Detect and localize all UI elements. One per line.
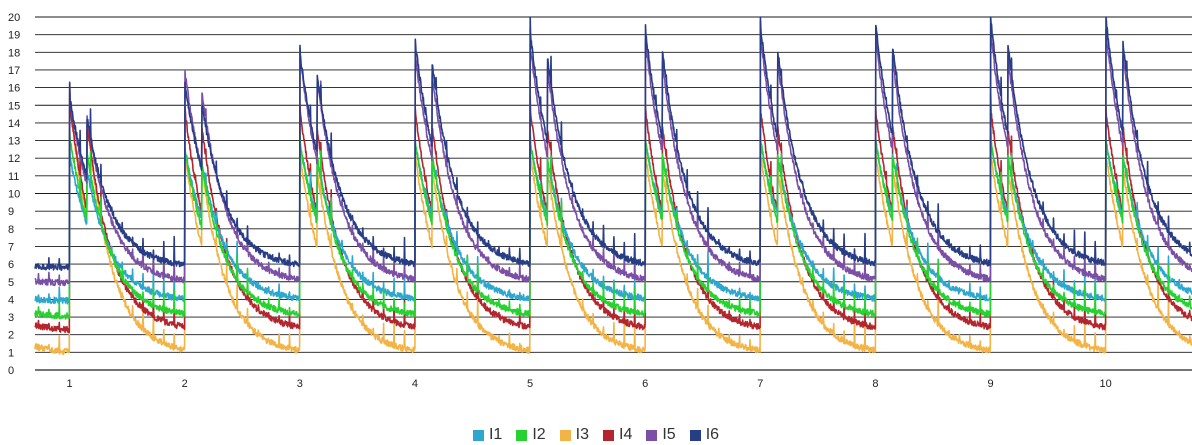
legend-swatch-i1 xyxy=(472,429,484,441)
x-tick-label: 10 xyxy=(1100,378,1112,390)
y-tick-label: 5 xyxy=(8,277,14,289)
legend-swatch-i6 xyxy=(689,429,701,441)
y-tick-label: 10 xyxy=(8,189,20,201)
y-tick-label: 13 xyxy=(8,136,20,148)
series-line-i5 xyxy=(34,16,1192,287)
legend-swatch-i2 xyxy=(516,429,528,441)
series-lines xyxy=(34,16,1192,356)
x-tick-label: 2 xyxy=(182,378,188,390)
y-tick-label: 19 xyxy=(8,30,20,42)
x-tick-label: 9 xyxy=(987,378,993,390)
legend-swatch-i4 xyxy=(603,429,614,441)
y-tick-label: 9 xyxy=(8,206,14,218)
y-tick-label: 18 xyxy=(8,47,20,59)
x-tick-label: 1 xyxy=(66,378,72,390)
y-tick-label: 6 xyxy=(8,259,14,271)
legend-label-i2: I2 xyxy=(532,426,546,443)
y-tick-label: 1 xyxy=(8,347,14,359)
x-tick-label: 6 xyxy=(642,378,648,390)
legend: I1 I2 I3 I4 I5 I6 xyxy=(0,425,1192,445)
legend-label-i5: I5 xyxy=(662,426,676,443)
x-tick-label: 4 xyxy=(412,378,418,390)
x-tick-label: 5 xyxy=(527,378,533,390)
legend-swatch-i5 xyxy=(646,429,658,441)
legend-item-i3[interactable]: I3 xyxy=(559,426,589,444)
legend-label-i6: I6 xyxy=(705,426,720,443)
y-tick-label: 14 xyxy=(8,118,20,130)
y-tick-label: 3 xyxy=(8,312,14,324)
y-tick-label: 20 xyxy=(8,12,20,24)
y-tick-label: 12 xyxy=(8,153,20,165)
legend-item-i1[interactable]: I1 xyxy=(472,426,503,444)
legend-label-i4: I4 xyxy=(619,426,633,443)
x-tick-label: 8 xyxy=(872,378,878,390)
y-tick-label: 7 xyxy=(8,241,14,253)
legend-item-i6[interactable]: I6 xyxy=(689,426,720,444)
legend-item-i2[interactable]: I2 xyxy=(516,426,546,444)
legend-item-i5[interactable]: I5 xyxy=(646,426,676,444)
y-tick-label: 11 xyxy=(8,171,19,183)
legend-swatch-i3 xyxy=(559,429,571,441)
series-line-i2 xyxy=(34,120,1192,320)
y-tick-label: 15 xyxy=(8,100,20,112)
legend-label-i1: I1 xyxy=(488,426,503,443)
y-tick-label: 16 xyxy=(8,83,20,95)
series-line-i3 xyxy=(34,89,1192,356)
x-tick-label: 7 xyxy=(757,378,763,390)
series-line-i6 xyxy=(34,16,1192,272)
legend-item-i4[interactable]: I4 xyxy=(603,426,632,444)
y-tick-label: 4 xyxy=(8,294,14,306)
y-tick-label: 17 xyxy=(8,65,20,77)
x-tick-label: 3 xyxy=(297,378,303,390)
y-tick-label: 0 xyxy=(8,365,14,377)
y-tick-label: 8 xyxy=(8,224,14,236)
legend-label-i3: I3 xyxy=(575,426,589,443)
x-tick-labels: 1 2 3 4 5 6 7 8 9 10 xyxy=(66,378,1111,390)
y-tick-label: 2 xyxy=(8,330,14,342)
